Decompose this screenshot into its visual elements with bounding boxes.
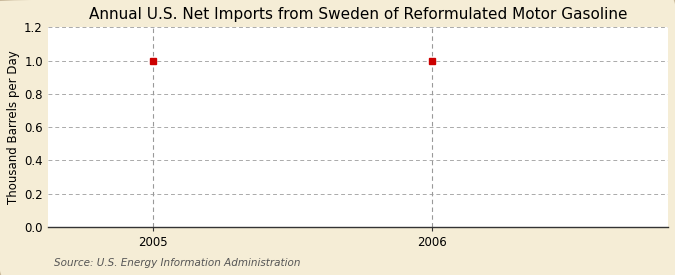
Title: Annual U.S. Net Imports from Sweden of Reformulated Motor Gasoline: Annual U.S. Net Imports from Sweden of R… [88,7,627,22]
Y-axis label: Thousand Barrels per Day: Thousand Barrels per Day [7,50,20,204]
Text: Source: U.S. Energy Information Administration: Source: U.S. Energy Information Administ… [54,258,300,268]
